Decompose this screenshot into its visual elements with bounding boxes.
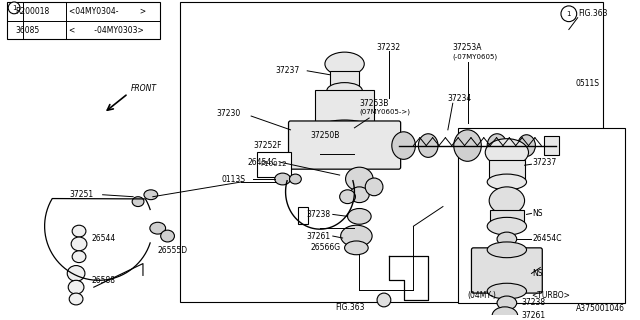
Text: FIG.363: FIG.363 <box>579 9 608 18</box>
Text: 26566G: 26566G <box>310 243 340 252</box>
Text: 26454C: 26454C <box>247 158 276 167</box>
Bar <box>180 2 604 302</box>
Bar <box>490 211 524 226</box>
Ellipse shape <box>67 266 85 281</box>
Ellipse shape <box>72 251 86 263</box>
Text: 26588: 26588 <box>92 276 116 285</box>
Circle shape <box>8 2 20 14</box>
Text: <        -04MY0303>: < -04MY0303> <box>69 26 144 35</box>
Text: 1: 1 <box>12 5 17 11</box>
Bar <box>330 71 359 91</box>
Ellipse shape <box>518 135 536 156</box>
Text: 26544: 26544 <box>92 235 116 244</box>
Ellipse shape <box>69 293 83 305</box>
Ellipse shape <box>485 139 529 166</box>
Bar <box>489 160 525 182</box>
Text: 37261: 37261 <box>522 311 546 320</box>
Text: R200018: R200018 <box>15 7 49 16</box>
Ellipse shape <box>346 167 373 191</box>
Ellipse shape <box>349 187 369 203</box>
Text: A375001046: A375001046 <box>576 304 625 313</box>
Text: (04MY-): (04MY-) <box>468 291 497 300</box>
Text: 37230: 37230 <box>217 108 241 118</box>
Circle shape <box>561 6 577 22</box>
Bar <box>544 136 559 156</box>
Ellipse shape <box>340 225 372 247</box>
Text: 37250B: 37250B <box>310 131 340 140</box>
Bar <box>458 128 625 303</box>
Ellipse shape <box>419 134 438 157</box>
Text: 0113S: 0113S <box>221 174 246 183</box>
Text: 37253B: 37253B <box>359 99 388 108</box>
Text: 37237: 37237 <box>276 66 300 75</box>
Ellipse shape <box>275 173 291 185</box>
Text: 0511S: 0511S <box>576 79 600 88</box>
Ellipse shape <box>344 241 368 255</box>
Ellipse shape <box>497 296 516 310</box>
FancyBboxPatch shape <box>289 121 401 169</box>
Text: <TURBO>: <TURBO> <box>531 291 570 300</box>
Text: FIG.363: FIG.363 <box>335 303 364 312</box>
Bar <box>7 2 160 39</box>
Ellipse shape <box>71 237 87 251</box>
Ellipse shape <box>487 217 527 235</box>
Text: 37237: 37237 <box>532 158 557 167</box>
Ellipse shape <box>317 120 372 140</box>
Text: 37238: 37238 <box>522 299 546 308</box>
Text: <04MY0304-         >: <04MY0304- > <box>69 7 147 16</box>
Text: 36085: 36085 <box>15 26 39 35</box>
Text: 37261: 37261 <box>306 232 330 241</box>
Text: NS: NS <box>532 269 543 278</box>
Text: 1: 1 <box>566 11 571 17</box>
Text: P10012: P10012 <box>260 161 287 167</box>
Text: 26555D: 26555D <box>157 246 188 255</box>
Bar <box>298 206 308 224</box>
Ellipse shape <box>325 52 364 76</box>
FancyBboxPatch shape <box>472 248 542 293</box>
Bar <box>257 152 291 177</box>
Ellipse shape <box>487 242 527 258</box>
Text: FRONT: FRONT <box>131 84 157 93</box>
Text: (-07MY0605): (-07MY0605) <box>452 54 498 60</box>
Text: 37234: 37234 <box>448 94 472 103</box>
Ellipse shape <box>392 132 415 159</box>
Text: 37253A: 37253A <box>452 43 483 52</box>
Ellipse shape <box>489 187 525 214</box>
Ellipse shape <box>492 307 518 320</box>
Ellipse shape <box>497 232 516 246</box>
Bar <box>315 91 374 130</box>
Text: 37232: 37232 <box>377 43 401 52</box>
Ellipse shape <box>68 280 84 294</box>
Ellipse shape <box>150 222 166 234</box>
Ellipse shape <box>132 197 144 206</box>
Ellipse shape <box>348 209 371 224</box>
Ellipse shape <box>289 174 301 184</box>
Ellipse shape <box>340 190 355 204</box>
Text: 26454C: 26454C <box>532 235 562 244</box>
Ellipse shape <box>487 134 507 157</box>
Ellipse shape <box>487 174 527 190</box>
Text: 37252F: 37252F <box>253 141 282 150</box>
Ellipse shape <box>377 293 391 307</box>
Ellipse shape <box>161 230 175 242</box>
Text: (07MY0605->): (07MY0605->) <box>359 109 410 116</box>
Ellipse shape <box>365 178 383 196</box>
Ellipse shape <box>327 83 362 98</box>
Ellipse shape <box>454 130 481 161</box>
Text: 37251: 37251 <box>69 190 93 199</box>
Ellipse shape <box>144 190 157 200</box>
Text: NS: NS <box>532 209 543 218</box>
Ellipse shape <box>487 283 527 299</box>
Text: 37238: 37238 <box>306 210 330 219</box>
Ellipse shape <box>72 225 86 237</box>
